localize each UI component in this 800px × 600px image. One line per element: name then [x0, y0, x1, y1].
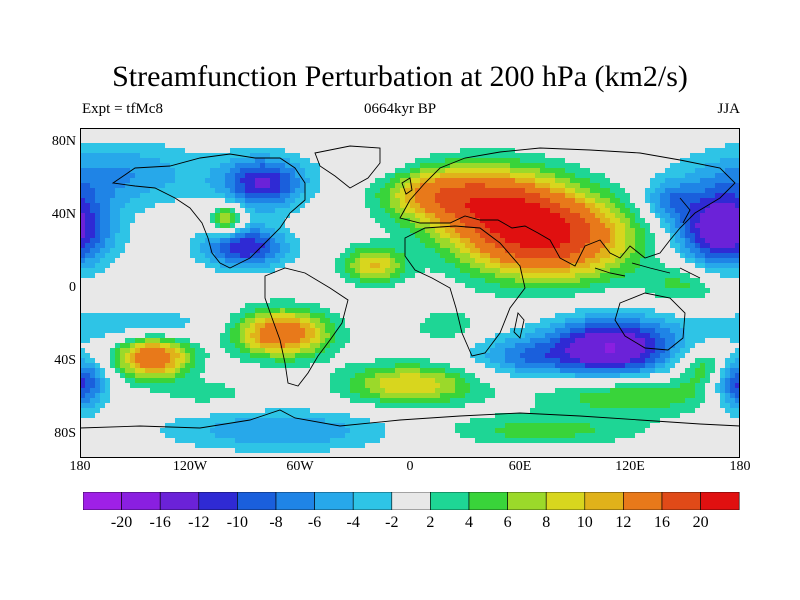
contour-field [80, 128, 740, 458]
lon-tick-60e: 60E [508, 459, 532, 474]
coastline-south-america [264, 267, 349, 387]
coastline-madagascar [513, 312, 525, 339]
colorbar-swatch [700, 492, 740, 510]
colorbar-swatch [391, 492, 431, 510]
lat-tick-40n: 40N [51, 207, 76, 222]
lon-tick-60w: 60W [286, 459, 314, 474]
colorbar-label: 10 [576, 514, 593, 531]
colorbar-label: 2 [426, 514, 435, 531]
colorbar-label: 4 [465, 514, 473, 531]
colorbar-label: -20 [110, 514, 133, 531]
plot-title: Streamfunction Perturbation at 200 hPa (… [112, 60, 688, 93]
colorbar-swatch [314, 492, 354, 510]
lat-tick-80n: 80N [51, 134, 76, 149]
colorbar [83, 492, 740, 510]
colorbar-swatch [237, 492, 277, 510]
colorbar-label: -2 [385, 514, 399, 531]
colorbar-label: 12 [615, 514, 632, 531]
streamfunction-map [80, 128, 740, 458]
colorbar-swatch [584, 492, 624, 510]
lon-tick-120w: 120W [172, 459, 208, 474]
map-frame [80, 128, 740, 458]
colorbar-label: -8 [269, 514, 283, 531]
experiment-label: Expt = tfMc8 [82, 101, 163, 117]
season-label: JJA [717, 101, 740, 117]
colorbar-label: 6 [503, 514, 512, 531]
colorbar-swatch [430, 492, 470, 510]
lon-tick-180e: 180 [729, 459, 751, 474]
time-label: 0664kyr BP [363, 101, 437, 117]
coastline-japan [679, 197, 691, 224]
colorbar-swatch [545, 492, 586, 510]
lon-tick-0: 0 [406, 459, 414, 474]
colorbar-swatch [275, 492, 315, 510]
colorbar-label: 8 [542, 514, 551, 531]
colorbar-swatch [661, 492, 701, 510]
colorbar-label: 16 [654, 514, 670, 531]
coastline-british-isles [401, 177, 413, 195]
lon-tick-120e: 120E [615, 459, 645, 474]
coastline-africa [404, 225, 526, 357]
lat-tick-80s: 80S [54, 426, 76, 441]
colorbar-swatch [83, 492, 122, 510]
colorbar-swatch [159, 492, 200, 510]
coastline-antarctica [80, 409, 740, 429]
coastline-australia [614, 292, 686, 351]
colorbar-swatch [507, 492, 547, 510]
lon-tick-180w: 180 [69, 459, 91, 474]
colorbar-swatch [352, 492, 393, 510]
colorbar-swatch [198, 492, 238, 510]
lat-tick-40s: 40S [54, 353, 76, 368]
coastline-greenland [314, 145, 381, 189]
lat-tick-0: 0 [69, 280, 76, 295]
colorbar-label: -12 [188, 514, 210, 531]
colorbar-label: -10 [226, 514, 249, 531]
colorbar-label: -4 [346, 514, 360, 531]
coastline-north-america [111, 153, 306, 269]
colorbar-label: -6 [307, 514, 322, 531]
coastline-indonesia [594, 262, 701, 279]
colorbar-swatch [121, 492, 161, 510]
coastline-eurasia [399, 147, 736, 267]
colorbar-label: 20 [692, 514, 709, 531]
coastlines [80, 145, 740, 429]
colorbar-swatch [468, 492, 508, 510]
colorbar-swatch [623, 492, 663, 510]
colorbar-label: -16 [149, 514, 171, 531]
